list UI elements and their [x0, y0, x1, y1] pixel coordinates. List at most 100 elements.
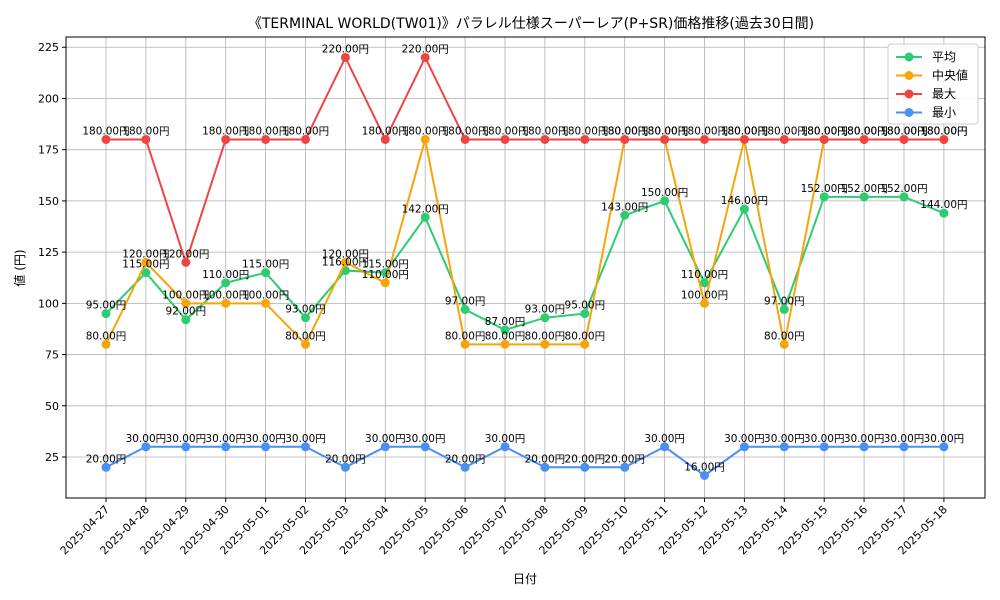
series-4 [101, 442, 949, 480]
data-point [460, 339, 470, 349]
data-point [221, 134, 231, 144]
data-label: 30.00円 [126, 433, 167, 445]
y-tick-label: 75 [45, 349, 59, 362]
y-axis-label: 値 (円) [12, 249, 27, 286]
data-label: 180.00円 [920, 125, 967, 137]
data-point [540, 134, 550, 144]
data-label: 110.00円 [202, 269, 249, 281]
data-point [221, 442, 231, 452]
data-label: 93.00円 [285, 304, 326, 316]
data-label: 80.00円 [485, 330, 526, 342]
data-point [779, 134, 789, 144]
data-point [221, 278, 231, 288]
data-label: 220.00円 [322, 43, 369, 55]
data-point [301, 134, 310, 144]
y-axis: 25 50 75 100 125 150 175 200 225 [38, 41, 66, 464]
data-label: 220.00円 [402, 43, 449, 55]
data-label: 16.00円 [684, 461, 725, 473]
data-label: 115.00円 [122, 259, 169, 271]
data-label: 92.00円 [166, 306, 207, 318]
data-point [700, 278, 709, 288]
data-label: 142.00円 [402, 203, 449, 215]
data-point [460, 462, 470, 472]
series-line [105, 195, 945, 332]
series-line [106, 55, 944, 266]
data-label: 180.00円 [282, 125, 329, 137]
data-point [420, 52, 430, 62]
data-label: 30.00円 [764, 433, 805, 445]
data-point [819, 134, 829, 144]
data-label: 180.00円 [761, 125, 808, 137]
data-label: 20.00円 [325, 453, 366, 465]
data-label: 100.00円 [681, 289, 728, 301]
data-point [700, 470, 709, 480]
data-label: 180.00円 [561, 125, 608, 137]
data-point [899, 192, 909, 202]
data-label: 80.00円 [565, 330, 606, 342]
plot-frame [65, 36, 986, 499]
y-tick-label: 225 [38, 41, 59, 54]
data-point [859, 134, 869, 144]
data-point [739, 442, 749, 452]
data-point [580, 309, 590, 319]
data-label: 152.00円 [840, 183, 887, 195]
data-point [500, 442, 510, 452]
data-point [141, 257, 151, 267]
data-point [500, 339, 510, 349]
data-point [460, 305, 470, 315]
y-tick-label: 50 [45, 400, 59, 413]
x-axis: 2025-04-272025-04-282025-04-292025-04-30… [58, 498, 950, 557]
y-tick-label: 125 [38, 246, 59, 259]
data-label: 20.00円 [604, 453, 645, 465]
data-point [221, 298, 231, 308]
data-point [620, 210, 630, 220]
data-point [380, 278, 390, 288]
data-label: 30.00円 [804, 433, 845, 445]
data-label: 100.00円 [202, 289, 249, 301]
data-label: 180.00円 [801, 125, 848, 137]
data-point [181, 257, 191, 267]
data-point [859, 442, 869, 452]
data-point [779, 442, 789, 452]
data-label: 152.00円 [880, 183, 927, 195]
data-label: 115.00円 [242, 259, 289, 271]
data-point [500, 325, 510, 335]
data-label: 80.00円 [285, 330, 326, 342]
data-point [660, 196, 670, 206]
data-point [380, 442, 390, 452]
data-label: 180.00円 [122, 125, 169, 137]
data-label: 87.00円 [485, 316, 526, 328]
series-group [101, 52, 949, 480]
data-point [500, 134, 510, 144]
data-label: 144.00円 [920, 199, 967, 211]
data-point [101, 134, 111, 144]
data-label: 180.00円 [641, 125, 688, 137]
data-point [700, 134, 709, 144]
y-tick-label: 100 [38, 297, 59, 310]
legend-swatch-marker [904, 52, 914, 62]
data-label: 97.00円 [445, 296, 486, 308]
data-point [739, 134, 749, 144]
data-label: 20.00円 [565, 453, 606, 465]
data-point [899, 442, 909, 452]
data-label: 180.00円 [521, 125, 568, 137]
data-point [181, 298, 191, 308]
legend-box [887, 43, 979, 125]
data-point [939, 208, 949, 218]
data-label: 152.00円 [801, 183, 848, 195]
legend-label: 最小 [932, 106, 956, 120]
data-point [181, 442, 191, 452]
y-tick-label: 25 [45, 451, 59, 464]
data-label: 20.00円 [86, 453, 127, 465]
data-label: 95.00円 [565, 300, 606, 312]
data-point [261, 442, 271, 452]
data-point [340, 462, 350, 472]
data-label: 30.00円 [485, 433, 526, 445]
data-labels: 95.00円115.00円92.00円110.00円115.00円93.00円1… [82, 43, 967, 473]
data-label: 146.00円 [721, 195, 768, 207]
data-label: 180.00円 [801, 125, 848, 137]
data-label: 30.00円 [405, 433, 446, 445]
data-label: 30.00円 [884, 433, 925, 445]
data-label: 30.00円 [166, 433, 207, 445]
